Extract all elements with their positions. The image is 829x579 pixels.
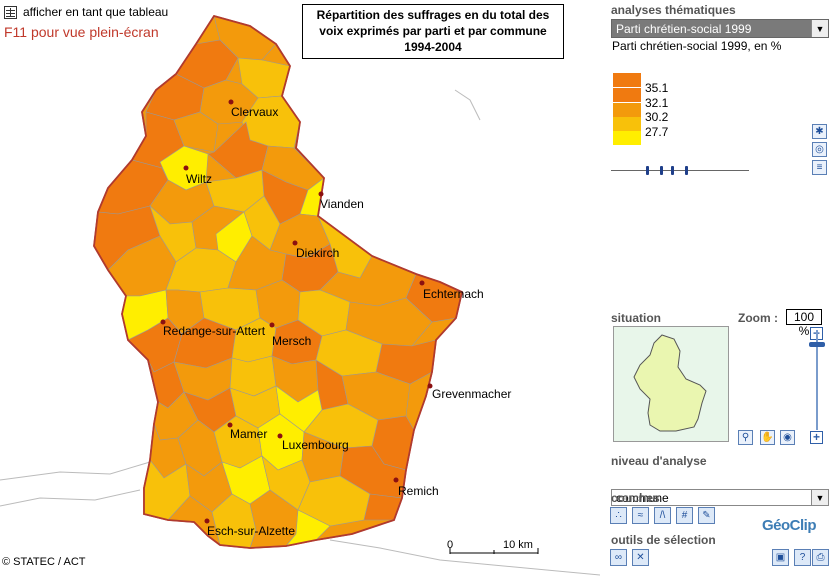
city-label: Clervaux	[231, 105, 278, 119]
zoom-input[interactable]: 100 %	[786, 309, 822, 338]
class-slider-track[interactable]	[611, 170, 749, 171]
city-label: Remich	[398, 484, 439, 498]
city-label: Diekirch	[296, 246, 339, 260]
color-wheel-icon[interactable]: ◎	[812, 142, 827, 157]
city-marker	[419, 280, 425, 286]
analysis-select[interactable]: Parti chrétien-social 1999 ▼	[611, 19, 829, 38]
label-layer-icon[interactable]: ✎	[698, 507, 715, 524]
analysis-select-value: Parti chrétien-social 1999	[616, 21, 752, 36]
class-slider-handle[interactable]	[685, 166, 688, 175]
geoclip-logo: GéoClip	[762, 517, 817, 534]
zoom-slider-handle[interactable]	[809, 342, 825, 347]
niveau-select[interactable]: commune ▼	[611, 489, 829, 506]
legend-swatch	[613, 73, 641, 87]
scale-end-label: 10 km	[503, 539, 533, 551]
fullscreen-hint: F11 pour vue plein-écran	[4, 24, 159, 40]
city-label: Grevenmacher	[432, 387, 511, 401]
foreign-border-line	[0, 461, 151, 481]
show-table-link[interactable]: afficher en tant que tableau	[4, 5, 168, 19]
city-label: Mersch	[272, 334, 311, 348]
binoculars-icon[interactable]: ∞	[610, 549, 627, 566]
scale-start-label: 0	[447, 539, 454, 551]
points-layer-icon[interactable]: ∴	[610, 507, 627, 524]
chevron-down-icon[interactable]: ▼	[811, 20, 828, 37]
map-canvas[interactable]: Clervaux Wiltz Vianden Diekirch Echternach Re…	[0, 0, 600, 579]
rail-layer-icon[interactable]: #	[676, 507, 693, 524]
city-marker	[228, 99, 234, 105]
zoom-in-button[interactable]: +	[810, 431, 823, 444]
copyright: © STATEC / ACT	[2, 556, 86, 568]
situation-minimap[interactable]	[613, 326, 729, 442]
foreign-road-line	[454, 89, 481, 121]
logo-text: GéoClip	[762, 517, 817, 534]
city-marker	[183, 165, 189, 171]
legend-value: 32.1	[645, 96, 669, 110]
country-border	[93, 14, 464, 549]
city-label: Wiltz	[186, 172, 212, 186]
class-slider-handle[interactable]	[660, 166, 663, 175]
class-slider-handle[interactable]	[646, 166, 649, 175]
commune-region[interactable]	[173, 111, 219, 153]
couches-title: couches	[611, 491, 660, 505]
city-label: Echternach	[423, 287, 484, 301]
roads-layer-icon[interactable]: /\	[654, 507, 671, 524]
legend-value: 27.7	[645, 125, 669, 139]
legend-value: 35.1	[645, 81, 669, 95]
legend-swatch	[613, 88, 641, 102]
class-slider-handle[interactable]	[671, 166, 674, 175]
select-tool-icon[interactable]: ✕	[632, 549, 649, 566]
water-layer-icon[interactable]: ≈	[632, 507, 649, 524]
situation-title: situation	[611, 311, 661, 325]
city-label: Mamer	[230, 427, 267, 441]
legend-value: 30.2	[645, 110, 669, 124]
window-icon[interactable]: ▣	[772, 549, 789, 566]
city-marker	[318, 191, 324, 197]
show-table-label: afficher en tant que tableau	[23, 5, 169, 19]
print-icon[interactable]: ⎙	[812, 549, 829, 566]
city-marker	[227, 422, 233, 428]
analyses-title: analyses thématiques	[611, 3, 736, 17]
minimap-country	[633, 334, 707, 432]
chevron-down-icon[interactable]: ▼	[811, 490, 828, 505]
city-marker	[292, 240, 298, 246]
city-marker	[277, 433, 283, 439]
niveau-title: niveau d'analyse	[611, 454, 707, 468]
city-marker	[393, 477, 399, 483]
minimap-svg	[633, 334, 707, 432]
table-icon	[4, 5, 17, 19]
city-marker	[204, 518, 210, 524]
legend-swatch	[613, 117, 641, 131]
legend-swatch	[613, 131, 641, 145]
help-icon[interactable]: ?	[794, 549, 811, 566]
hand-pan-icon[interactable]: ✋	[760, 430, 775, 445]
zoom-slider-track[interactable]	[816, 330, 818, 430]
city-label: Vianden	[320, 197, 364, 211]
zoom-label: Zoom :	[738, 311, 778, 325]
city-label: Esch-sur-Alzette	[207, 524, 295, 538]
target-icon[interactable]: ◉	[780, 430, 795, 445]
search-icon[interactable]: ⚲	[738, 430, 753, 445]
city-label: Luxembourg	[282, 438, 349, 452]
foreign-road-line	[0, 489, 141, 507]
map-title: Répartition des suffrages en du total de…	[302, 4, 564, 59]
foreign-road-line	[329, 539, 600, 576]
city-marker	[160, 319, 166, 325]
city-marker	[269, 322, 275, 328]
legend-options-icon[interactable]: ≡	[812, 160, 827, 175]
outils-title: outils de sélection	[611, 533, 716, 547]
niveau-select-value: commune	[616, 490, 669, 505]
palette-icon[interactable]: ✱	[812, 124, 827, 139]
legend-swatch	[613, 103, 641, 117]
city-label: Redange-sur-Attert	[163, 324, 266, 338]
indicator-label: Parti chrétien-social 1999, en %	[612, 39, 782, 53]
city-marker	[427, 383, 433, 389]
